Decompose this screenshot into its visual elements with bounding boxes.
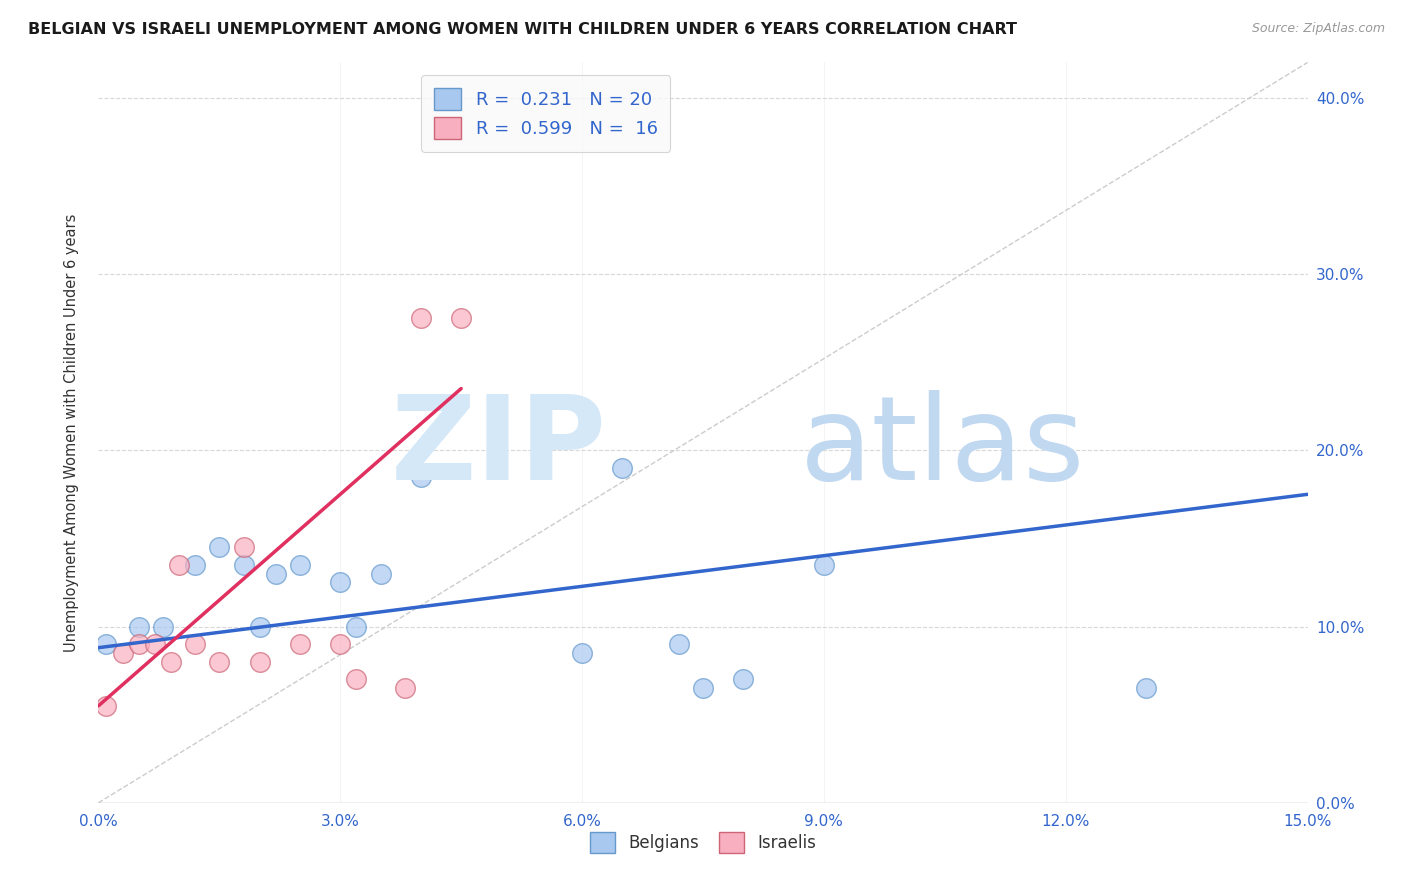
- Point: [249, 655, 271, 669]
- Point: [143, 637, 166, 651]
- Point: [232, 558, 254, 572]
- Text: atlas: atlas: [800, 390, 1085, 505]
- Point: [152, 619, 174, 633]
- Point: [409, 469, 432, 483]
- Legend: Belgians, Israelis: Belgians, Israelis: [582, 824, 824, 861]
- Point: [160, 655, 183, 669]
- Point: [128, 637, 150, 651]
- Point: [96, 637, 118, 651]
- Point: [128, 619, 150, 633]
- Point: [184, 558, 207, 572]
- Point: [733, 673, 755, 687]
- Point: [249, 619, 271, 633]
- Text: BELGIAN VS ISRAELI UNEMPLOYMENT AMONG WOMEN WITH CHILDREN UNDER 6 YEARS CORRELAT: BELGIAN VS ISRAELI UNEMPLOYMENT AMONG WO…: [28, 22, 1017, 37]
- Point: [208, 655, 231, 669]
- Point: [394, 681, 416, 696]
- Point: [208, 540, 231, 554]
- Point: [96, 698, 118, 713]
- Point: [409, 311, 432, 326]
- Text: Source: ZipAtlas.com: Source: ZipAtlas.com: [1251, 22, 1385, 36]
- Point: [329, 637, 352, 651]
- Point: [612, 461, 634, 475]
- Point: [184, 637, 207, 651]
- Point: [1135, 681, 1157, 696]
- Point: [264, 566, 287, 581]
- Point: [167, 558, 190, 572]
- Point: [329, 575, 352, 590]
- Point: [344, 673, 367, 687]
- Point: [668, 637, 690, 651]
- Y-axis label: Unemployment Among Women with Children Under 6 years: Unemployment Among Women with Children U…: [65, 213, 79, 652]
- Text: ZIP: ZIP: [391, 390, 606, 505]
- Point: [370, 566, 392, 581]
- Point: [692, 681, 714, 696]
- Point: [450, 311, 472, 326]
- Point: [344, 619, 367, 633]
- Point: [288, 637, 311, 651]
- Point: [232, 540, 254, 554]
- Point: [813, 558, 835, 572]
- Point: [111, 646, 134, 660]
- Point: [288, 558, 311, 572]
- Point: [571, 646, 593, 660]
